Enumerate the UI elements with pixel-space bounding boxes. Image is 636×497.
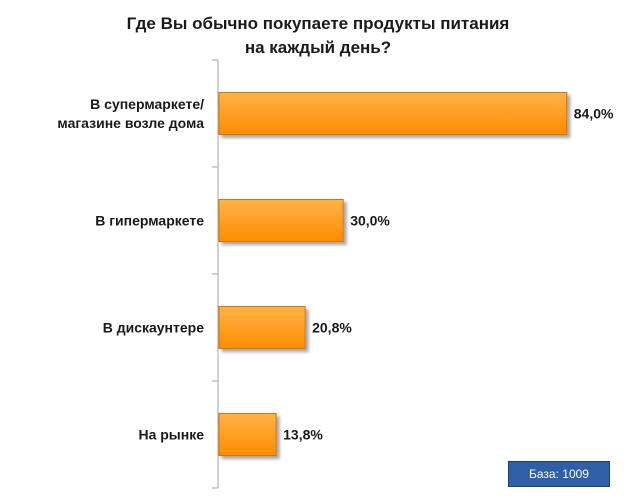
category-label-line: В дискаунтере (103, 320, 205, 336)
sample-size-badge: База: 1009 (508, 461, 610, 487)
bar-3 (218, 306, 306, 349)
value-label-2: 30,0% (350, 213, 390, 229)
category-label-3: В дискаунтере (103, 320, 205, 336)
value-label-1: 84,0% (574, 106, 614, 122)
chart-title-line-1: Где Вы обычно покупаете продукты питания (126, 14, 510, 33)
category-label-2: В гипермаркете (95, 213, 204, 229)
bar-4 (218, 413, 277, 456)
value-label-3: 20,8% (312, 320, 352, 336)
category-label-1: В супермаркете/магазине возле дома (57, 96, 204, 131)
category-label-line: На рынке (138, 427, 204, 443)
category-label-line: В гипермаркете (95, 213, 204, 229)
category-label-line: магазине возле дома (57, 115, 204, 131)
value-label-4: 13,8% (283, 427, 323, 443)
bar-1 (218, 92, 568, 135)
chart-title-line-2: на каждый день? (244, 38, 392, 57)
chart-title: Где Вы обычно покупаете продукты питания… (0, 12, 636, 60)
category-label-line: В супермаркете/ (90, 96, 204, 112)
bar-2 (218, 199, 344, 242)
category-label-4: На рынке (138, 427, 204, 443)
